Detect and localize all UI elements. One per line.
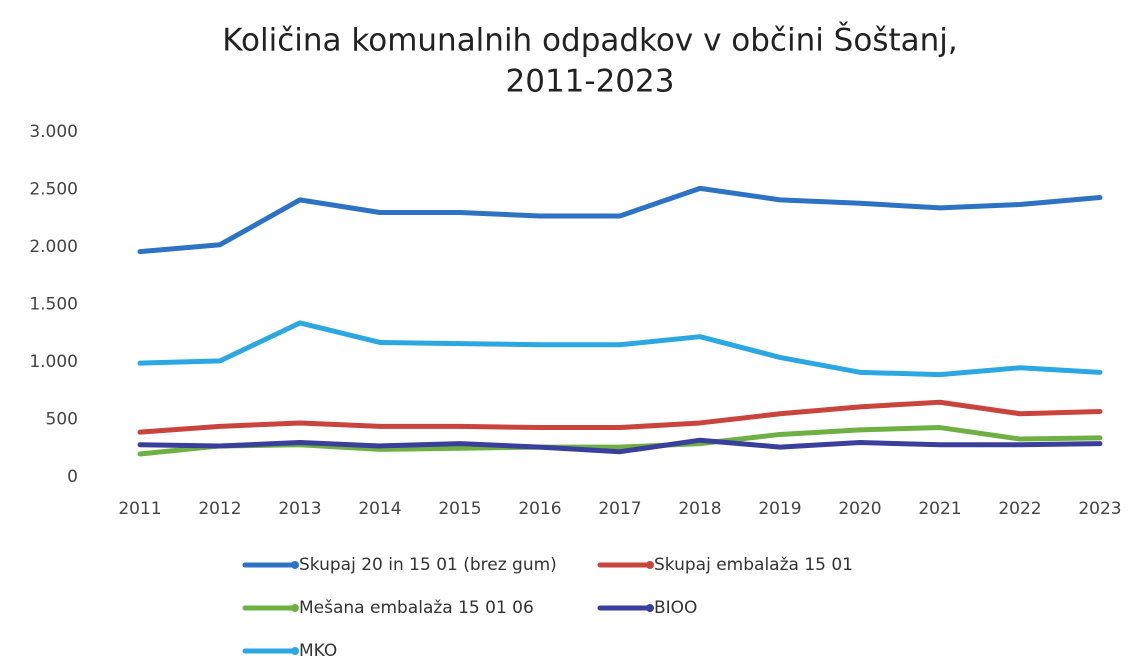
x-tick-label: 2020 — [838, 499, 881, 519]
x-tick-label: 2019 — [758, 499, 801, 519]
legend-label: Skupaj 20 in 15 01 (brez gum) — [299, 555, 557, 575]
legend-marker — [646, 561, 654, 569]
x-tick-label: 2018 — [678, 499, 721, 519]
legend-label: Skupaj embalaža 15 01 — [654, 555, 853, 575]
x-tick-label: 2013 — [278, 499, 321, 519]
series-line — [137, 185, 1103, 255]
chart-title: Količina komunalnih odpadkov v občini Šo… — [222, 22, 958, 59]
y-tick-label: 1.500 — [29, 295, 78, 315]
x-tick-label: 2023 — [1078, 499, 1121, 519]
legend-marker — [291, 647, 299, 655]
legend-marker — [291, 604, 299, 612]
y-tick-label: 2.000 — [29, 237, 78, 257]
y-tick-label: 0 — [67, 467, 78, 487]
legend-marker — [646, 604, 654, 612]
y-tick-label: 1.000 — [29, 352, 78, 372]
legend-label: Mešana embalaža 15 01 06 — [299, 598, 534, 618]
x-tick-label: 2021 — [918, 499, 961, 519]
legend-marker — [291, 561, 299, 569]
x-tick-label: 2014 — [358, 499, 401, 519]
chart-title: 2011-2023 — [506, 64, 675, 100]
x-tick-label: 2012 — [198, 499, 241, 519]
series-line — [137, 320, 1103, 378]
series-line — [137, 399, 1103, 435]
x-tick-label: 2011 — [118, 499, 161, 519]
x-tick-label: 2016 — [518, 499, 561, 519]
x-tick-label: 2022 — [998, 499, 1041, 519]
series-line — [137, 437, 1103, 455]
x-tick-label: 2017 — [598, 499, 641, 519]
x-tick-label: 2015 — [438, 499, 481, 519]
legend-label: BIOO — [654, 598, 697, 618]
y-tick-label: 3.000 — [29, 122, 78, 142]
y-tick-label: 2.500 — [29, 180, 78, 200]
legend-label: MKO — [299, 641, 337, 661]
y-tick-label: 500 — [46, 410, 78, 430]
